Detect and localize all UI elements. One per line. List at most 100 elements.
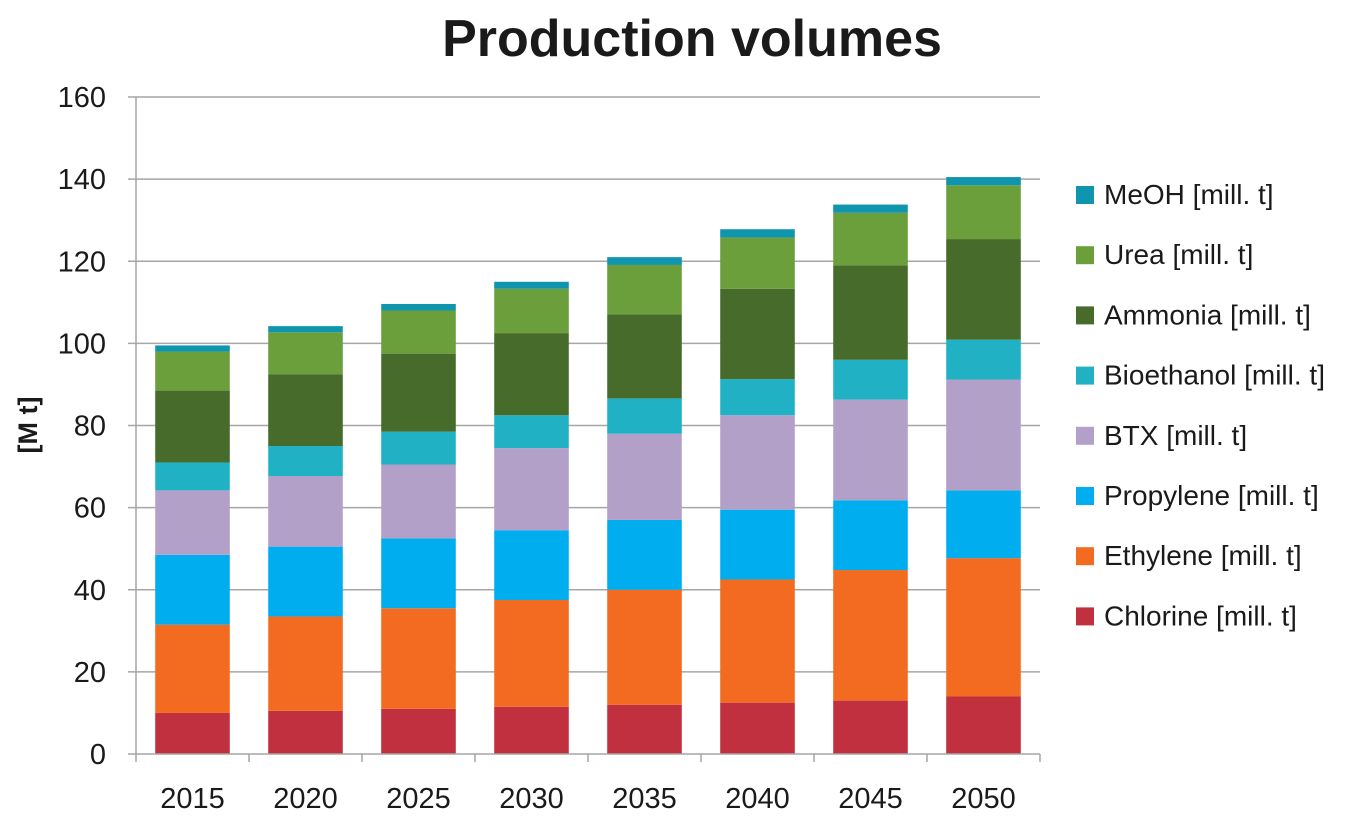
legend-label: Urea [mill. t] [1104,239,1253,270]
bar-segment [155,351,230,391]
bar-segment [381,608,456,709]
bar-segment [607,257,682,265]
bar-segment [720,415,795,510]
bar-segment [381,431,456,465]
bar-segment [607,704,682,754]
bar-segment [494,281,569,289]
bar-segment [494,333,569,416]
bar-stack [833,204,908,754]
bar-stack [720,229,795,754]
y-tick-label: 40 [74,575,106,607]
bar-segment [381,538,456,609]
bar-segment [155,624,230,713]
bar-segment [833,359,908,400]
bar-segment [946,239,1021,340]
x-tick-label: 2035 [612,783,677,815]
legend-item: MeOH [mill. t] [1076,179,1274,210]
bar-segment [946,696,1021,754]
legend-item: Ethylene [mill. t] [1076,540,1302,571]
legend-label: BTX [mill. t] [1104,420,1247,451]
y-tick-label: 160 [58,82,106,114]
chart-title: Production volumes [442,10,942,68]
bar-segment [607,519,682,590]
bar-segment [268,476,343,547]
bar-segment [268,710,343,754]
bar-stack [381,303,456,754]
bar-segment [494,415,569,449]
y-tick-label: 100 [58,328,106,360]
bar-segment [607,589,682,705]
bar-segment [946,379,1021,491]
bar-segment [268,616,343,711]
bar-segment [720,579,795,703]
legend: MeOH [mill. t] Urea [mill. t] Ammonia [mil… [1076,179,1325,631]
bar-segment [607,314,682,399]
x-tick-label: 2020 [273,783,338,815]
legend-label: MeOH [mill. t] [1104,179,1274,210]
legend-swatch [1076,186,1094,204]
bar-segment [720,237,795,289]
legend-item: Bioethanol [mill. t] [1076,360,1325,391]
bar-segment [381,310,456,354]
legend-item: Urea [mill. t] [1076,239,1253,270]
bar-segment [268,546,343,617]
bar-segment [946,185,1021,240]
bar-segment [268,326,343,333]
bar-segment [494,600,569,707]
legend-item: Ammonia [mill. t] [1076,299,1311,330]
legend-swatch [1076,487,1094,505]
legend-swatch [1076,246,1094,265]
bar-segment [268,446,343,477]
bar-segment [268,332,343,375]
x-tick-label: 2050 [951,783,1016,815]
bar-segment [155,390,230,463]
bar-segment [946,558,1021,697]
bar-segment [381,708,456,754]
bar-segment [833,500,908,571]
x-tick-label: 2025 [386,783,451,815]
bar-segment [155,345,230,352]
bar-segment [833,212,908,266]
legend-swatch [1076,306,1094,325]
y-tick-label: 60 [74,493,106,525]
bar-segment [720,509,795,580]
bar-segment [381,464,456,539]
bar-segment [381,353,456,432]
bar-segment [833,204,908,213]
x-tick-label: 2045 [838,783,903,815]
y-tick-label: 0 [90,739,106,771]
y-tick-label: 120 [58,246,106,278]
bar-segment [607,264,682,315]
bar-segment [607,433,682,520]
bar-segment [494,448,569,531]
legend-item: Propylene [mill. t] [1076,480,1319,511]
bar-stack [268,326,343,754]
legend-swatch [1076,547,1094,566]
bar-stacks [155,177,1021,754]
bar-segment [833,265,908,360]
legend-label: Chlorine [mill. t] [1104,600,1297,631]
legend-item: BTX [mill. t] [1076,420,1247,451]
y-tick-label: 140 [58,164,106,196]
bar-stack [607,257,682,754]
x-tick-label: 2030 [499,783,564,815]
y-axis-label: [M t] [13,397,43,454]
bar-segment [833,700,908,754]
bar-segment [494,288,569,334]
bar-segment [720,702,795,754]
legend-item: Chlorine [mill. t] [1076,600,1297,631]
bar-segment [946,339,1021,380]
bar-segment [381,303,456,311]
legend-swatch [1076,426,1094,445]
bar-segment [946,177,1021,186]
bar-segment [494,706,569,754]
bar-stack [155,345,230,754]
legend-swatch [1076,366,1094,385]
bar-segment [833,570,908,701]
bar-segment [155,712,230,754]
bar-segment [720,379,795,416]
x-tick-label: 2040 [725,783,790,815]
legend-label: Ammonia [mill. t] [1104,299,1311,330]
